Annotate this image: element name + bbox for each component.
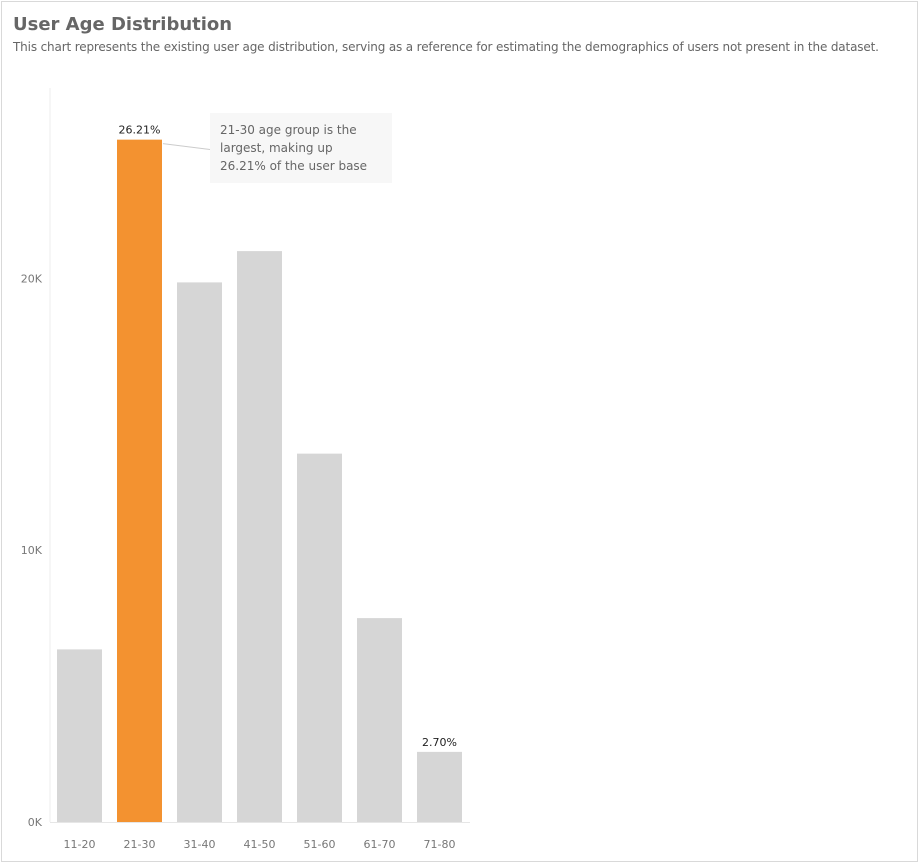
x-axis: 11-20 21-30 31-40 41-50 51-60 61-70 71-80 <box>50 822 470 851</box>
bar-51-60[interactable] <box>297 453 342 822</box>
bar-31-40[interactable] <box>177 282 222 822</box>
data-labels: 26.21% 2.70% <box>119 124 457 749</box>
chart-title: User Age Distribution <box>13 14 233 35</box>
data-label-21-30: 26.21% <box>119 124 161 137</box>
y-tick-label: 20K <box>21 272 43 285</box>
x-tick-label: 31-40 <box>184 838 216 851</box>
x-tick-label: 71-80 <box>424 838 456 851</box>
x-tick-label: 51-60 <box>304 838 336 851</box>
bar-21-30[interactable] <box>117 139 162 822</box>
annotation-connector <box>162 143 215 151</box>
annotation-callout: 21-30 age group is the largest, making u… <box>210 113 392 183</box>
bars <box>57 139 462 823</box>
x-tick-label: 61-70 <box>364 838 396 851</box>
x-tick-label: 11-20 <box>64 838 96 851</box>
bar-61-70[interactable] <box>357 618 402 822</box>
bar-11-20[interactable] <box>57 649 102 822</box>
data-label-71-80: 2.70% <box>422 736 457 749</box>
bar-41-50[interactable] <box>237 251 282 823</box>
y-tick-label: 0K <box>28 816 43 829</box>
chart-subtitle: This chart represents the existing user … <box>13 40 879 54</box>
bar-71-80[interactable] <box>417 751 462 822</box>
y-axis: 0K 10K 20K <box>21 88 51 829</box>
x-tick-label: 41-50 <box>244 838 276 851</box>
x-tick-label: 21-30 <box>124 838 156 851</box>
y-tick-label: 10K <box>21 544 43 557</box>
